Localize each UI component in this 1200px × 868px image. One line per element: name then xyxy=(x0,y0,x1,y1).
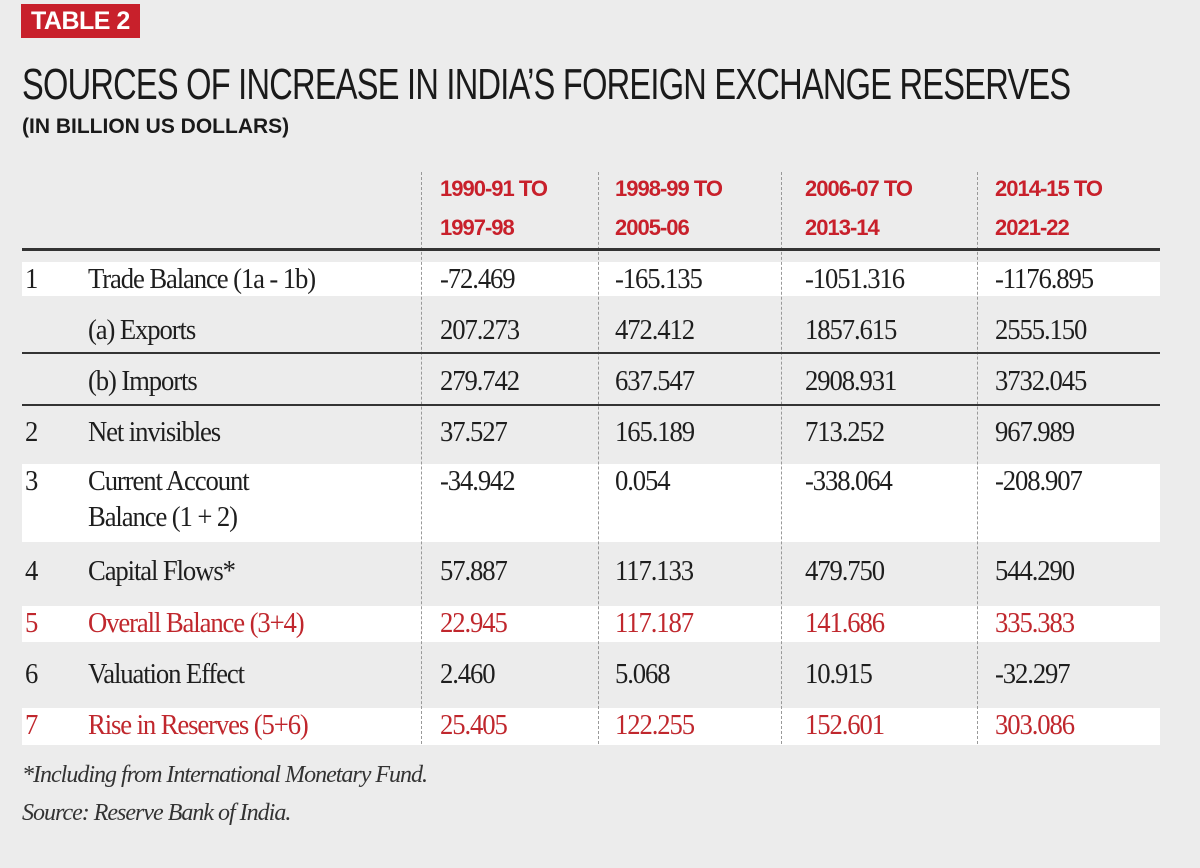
table-cell-value: 335.383 xyxy=(995,607,1075,639)
table-cell-value: 37.527 xyxy=(440,416,508,448)
source-note: Source: Reserve Bank of India. xyxy=(22,800,291,826)
column-header-line1: 2006-07 TO xyxy=(805,176,913,201)
table-cell-value: -32.297 xyxy=(995,658,1071,690)
table-cell-value: -1176.895 xyxy=(995,263,1094,295)
table-cell-value: 207.273 xyxy=(440,314,520,346)
row-number: 4 xyxy=(25,555,38,587)
row-stripe xyxy=(22,606,1160,642)
column-header-line1: 2014-15 TO xyxy=(995,176,1103,201)
table-cell-value: -208.907 xyxy=(995,465,1083,497)
row-number: 2 xyxy=(25,416,38,448)
row-number: 3 xyxy=(25,465,38,497)
row-rule xyxy=(22,352,1160,354)
table-cell-value: 165.189 xyxy=(615,416,695,448)
table-cell-value: 637.547 xyxy=(615,365,695,397)
table-cell-value: 117.133 xyxy=(615,555,694,587)
table-cell-value: 472.412 xyxy=(615,314,695,346)
table-subtitle: (IN BILLION US DOLLARS) xyxy=(22,115,290,138)
column-header-line2: 2005-06 xyxy=(615,215,690,240)
row-label: Capital Flows* xyxy=(88,555,236,587)
table-cell-value: 5.068 xyxy=(615,658,671,690)
column-divider xyxy=(421,172,422,744)
table-cell-value: 22.945 xyxy=(440,607,508,639)
row-label: Valuation Effect xyxy=(88,658,245,690)
row-label: (b) Imports xyxy=(88,365,198,397)
table-cell-value: 141.686 xyxy=(805,607,885,639)
row-label: Current Account xyxy=(88,465,250,497)
table-cell-value: 57.887 xyxy=(440,555,508,587)
row-number: 5 xyxy=(25,607,38,639)
row-number: 7 xyxy=(25,709,38,741)
table-cell-value: 967.989 xyxy=(995,416,1075,448)
table-cell-value: 2908.931 xyxy=(805,365,897,397)
column-divider xyxy=(977,172,978,744)
column-header-line2: 2013-14 xyxy=(805,215,880,240)
table-cell-value: -165.135 xyxy=(615,263,703,295)
row-label: Trade Balance (1a - 1b) xyxy=(88,263,316,295)
row-label: (a) Exports xyxy=(88,314,196,346)
row-stripe xyxy=(22,262,1160,296)
row-number: 1 xyxy=(25,263,38,295)
column-header-line1: 1998-99 TO xyxy=(615,176,723,201)
table-badge: TABLE 2 xyxy=(21,4,140,38)
table-cell-value: 303.086 xyxy=(995,709,1075,741)
row-label: Net invisibles xyxy=(88,416,221,448)
table-cell-value: 544.290 xyxy=(995,555,1075,587)
table-cell-value: 279.742 xyxy=(440,365,520,397)
table-cell-value: 0.054 xyxy=(615,465,671,497)
table-cell-value: 117.187 xyxy=(615,607,694,639)
row-rule xyxy=(22,404,1160,406)
row-stripe xyxy=(22,708,1160,745)
row-number: 6 xyxy=(25,658,38,690)
table-cell-value: 10.915 xyxy=(805,658,873,690)
column-header-line2: 2021-22 xyxy=(995,215,1070,240)
table-cell-value: 25.405 xyxy=(440,709,508,741)
table-cell-value: 2555.150 xyxy=(995,314,1087,346)
table-cell-value: 152.601 xyxy=(805,709,885,741)
table-cell-value: -34.942 xyxy=(440,465,516,497)
table-cell-value: -72.469 xyxy=(440,263,516,295)
row-stripe xyxy=(22,464,1160,542)
table-cell-value: 713.252 xyxy=(805,416,885,448)
table-cell-value: -1051.316 xyxy=(805,263,905,295)
table-cell-value: 2.460 xyxy=(440,658,496,690)
footnote: *Including from International Monetary F… xyxy=(22,762,428,788)
column-divider xyxy=(598,172,599,744)
row-label: Rise in Reserves (5+6) xyxy=(88,709,309,741)
row-label: Overall Balance (3+4) xyxy=(88,607,305,639)
row-label-line2: Balance (1 + 2) xyxy=(88,501,238,533)
header-rule xyxy=(22,248,1160,251)
table-cell-value: 122.255 xyxy=(615,709,695,741)
table-title: SOURCES OF INCREASE IN INDIA’S FOREIGN E… xyxy=(22,60,1071,109)
table-cell-value: 479.750 xyxy=(805,555,885,587)
column-header-line2: 1997-98 xyxy=(440,215,515,240)
table-cell-value: 1857.615 xyxy=(805,314,897,346)
table-cell-value: -338.064 xyxy=(805,465,893,497)
column-divider xyxy=(781,172,782,744)
table-cell-value: 3732.045 xyxy=(995,365,1087,397)
column-header-line1: 1990-91 TO xyxy=(440,176,548,201)
